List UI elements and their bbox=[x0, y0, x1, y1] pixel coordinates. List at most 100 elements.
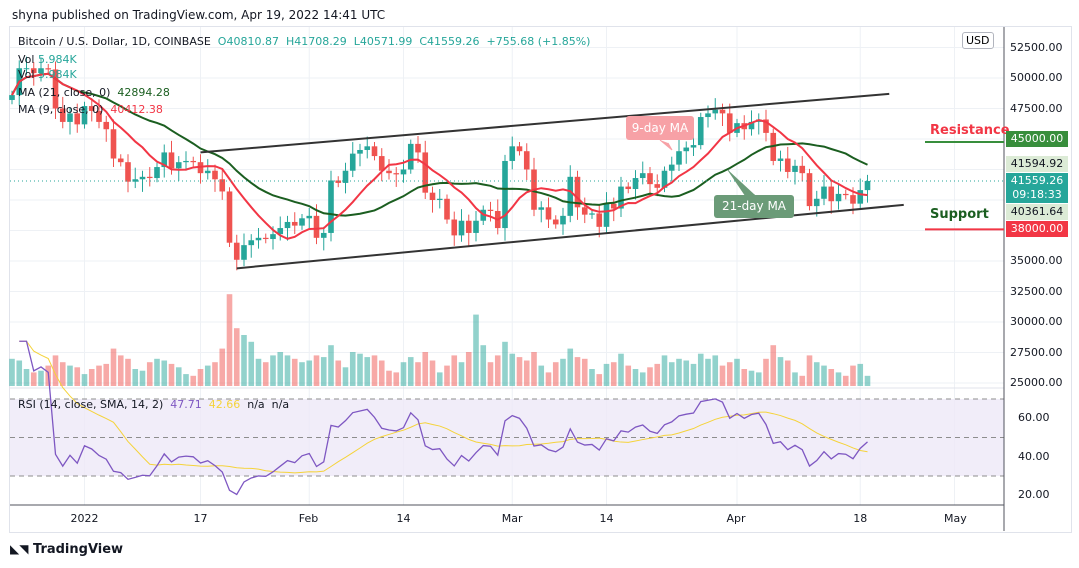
rsi-value: 47.71 bbox=[170, 398, 202, 411]
volume-bar bbox=[161, 360, 168, 386]
time-tick-label: 2022 bbox=[70, 512, 99, 525]
volume-bar bbox=[697, 353, 704, 386]
volume-bar bbox=[444, 365, 450, 386]
volume-bar bbox=[299, 362, 305, 386]
candle-body bbox=[233, 242, 240, 260]
resistance-price-tag: 45000.00 bbox=[1006, 131, 1068, 147]
ma9-value: 40412.38 bbox=[110, 103, 163, 116]
channel-upper-line bbox=[200, 92, 890, 154]
volume-bar bbox=[726, 362, 733, 386]
ma21-legend[interactable]: MA (21, close, 0) 42894.28 bbox=[18, 86, 170, 99]
tradingview-logo-icon: ◣◥ bbox=[10, 542, 29, 556]
volume-bar bbox=[154, 358, 160, 386]
candle-body bbox=[523, 151, 530, 170]
candle-body bbox=[67, 113, 73, 122]
candle-body bbox=[567, 176, 574, 216]
volume-bar bbox=[705, 358, 711, 386]
candle-body bbox=[647, 173, 653, 185]
candle-body bbox=[328, 180, 334, 233]
volume-bar bbox=[393, 372, 400, 386]
candle-body bbox=[842, 193, 849, 196]
volume-bar bbox=[770, 345, 777, 386]
candle-body bbox=[690, 145, 697, 148]
volume-bar bbox=[74, 367, 81, 386]
time-tick-label: Apr bbox=[726, 512, 746, 525]
volume-bar bbox=[763, 358, 769, 386]
volume-bar bbox=[632, 369, 639, 386]
rsi-tick-label: 20.00 bbox=[1018, 488, 1050, 502]
resistance-label: Resistance bbox=[930, 123, 1010, 138]
currency-button[interactable]: USD bbox=[962, 32, 994, 49]
volume-bar bbox=[306, 360, 313, 386]
candle-body bbox=[639, 173, 646, 179]
rsi-na2: n/a bbox=[271, 398, 290, 411]
volume-bar bbox=[661, 355, 668, 386]
candle-body bbox=[415, 143, 421, 153]
candle-body bbox=[212, 170, 218, 180]
candle-body bbox=[748, 121, 755, 130]
price-tick-label: 30000.00 bbox=[1010, 315, 1063, 328]
volume-bar bbox=[422, 352, 429, 386]
volume-bar bbox=[429, 360, 436, 386]
footer-brand: TradingView bbox=[33, 542, 124, 557]
high-value: H41708.29 bbox=[285, 35, 347, 48]
time-tick-label: 18 bbox=[853, 512, 868, 525]
volume-bar bbox=[538, 365, 545, 386]
candle-body bbox=[697, 117, 704, 146]
support-label: Support bbox=[930, 207, 989, 222]
candle-body bbox=[349, 153, 356, 171]
candle-body bbox=[610, 203, 617, 209]
volume-bar bbox=[574, 357, 581, 386]
volume-bar bbox=[451, 355, 458, 386]
candle-body bbox=[393, 173, 400, 175]
candle-body bbox=[386, 170, 392, 174]
volume-bar bbox=[639, 372, 646, 386]
volume-bar bbox=[436, 372, 443, 386]
volume-bar bbox=[67, 365, 73, 386]
candle-body bbox=[618, 186, 624, 209]
volume-bar bbox=[523, 360, 530, 386]
ma21-label: MA (21, close, 0) bbox=[18, 86, 111, 99]
candle-body bbox=[154, 167, 160, 179]
volume-bar bbox=[241, 335, 247, 386]
volume-bar bbox=[531, 352, 537, 386]
ma9-callout: 9-day MA bbox=[626, 116, 694, 140]
rsi-legend[interactable]: RSI (14, close, SMA, 14, 2) 47.71 42.66 … bbox=[18, 398, 289, 411]
candle-body bbox=[799, 165, 806, 174]
vol-label: Vol bbox=[18, 53, 35, 66]
volume-bar bbox=[821, 365, 827, 386]
volume-bar bbox=[270, 355, 276, 386]
volume-bar bbox=[219, 348, 226, 386]
volume-bar bbox=[784, 360, 791, 386]
rsi-line bbox=[19, 340, 868, 496]
candle-body bbox=[806, 173, 813, 207]
volume-bar bbox=[581, 358, 588, 386]
time-tick-label: 14 bbox=[396, 512, 411, 525]
volume-bar bbox=[125, 358, 131, 386]
candle-body bbox=[777, 158, 784, 161]
vol2-legend[interactable]: Vol 5.984K bbox=[18, 68, 77, 81]
ma9-legend[interactable]: MA (9, close, 0) 40412.38 bbox=[18, 103, 163, 116]
candle-body bbox=[226, 191, 233, 243]
vol-legend[interactable]: Vol 5.984K bbox=[18, 53, 77, 66]
candle-body bbox=[429, 192, 436, 200]
ma21-price-tag: 41594.92 bbox=[1006, 156, 1068, 172]
candle-body bbox=[719, 109, 726, 114]
tradingview-logo[interactable]: ◣◥ TradingView bbox=[10, 542, 123, 557]
volume-bar bbox=[357, 353, 363, 386]
volume-bar bbox=[835, 372, 842, 386]
candle-body bbox=[248, 240, 255, 246]
time-tick-label: 14 bbox=[599, 512, 614, 525]
candle-body bbox=[538, 207, 545, 210]
ma21-callout-arrow bbox=[727, 169, 755, 196]
vol-value: 5.984K bbox=[37, 53, 77, 66]
symbol-name: Bitcoin / U.S. Dollar, 1D, COINBASE bbox=[18, 35, 211, 48]
volume-bar bbox=[96, 365, 102, 386]
volume-bar bbox=[589, 369, 595, 386]
rsi-sma-value: 42.66 bbox=[208, 398, 241, 411]
low-value: L40571.99 bbox=[353, 35, 413, 48]
volume-bar bbox=[610, 362, 617, 386]
candle-body bbox=[262, 237, 269, 240]
candle-body bbox=[763, 119, 769, 133]
